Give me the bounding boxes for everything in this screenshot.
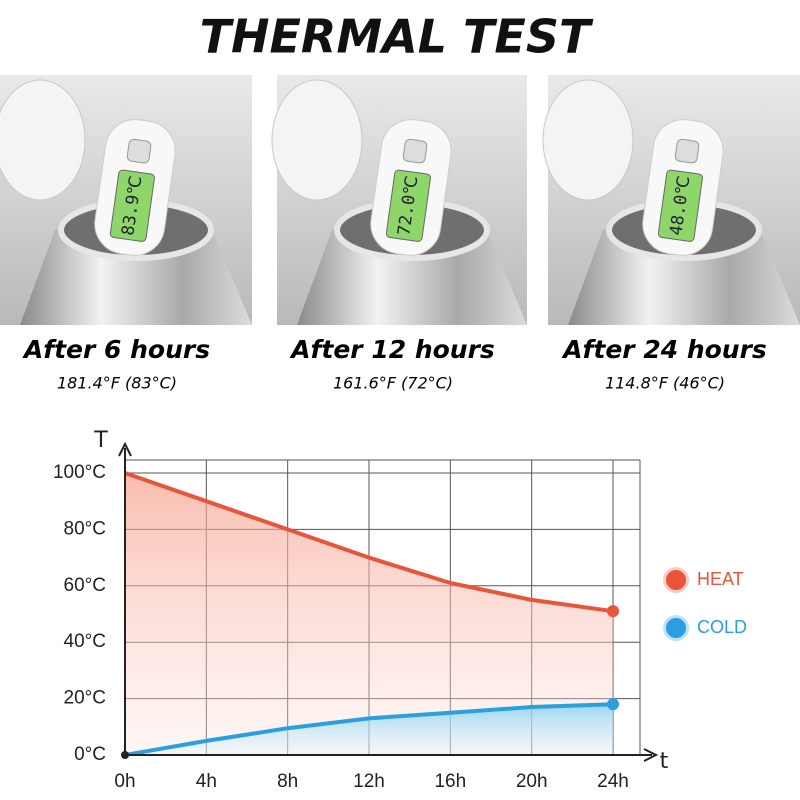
legend-label: COLD <box>697 617 747 637</box>
thermometer: 72.0℃ <box>370 119 452 256</box>
end-point <box>607 698 619 711</box>
photo: 48.0℃ After 24 hours 114.8°F (46°C) <box>542 75 800 393</box>
x-tick-label: 0h <box>114 771 135 792</box>
y-tick-label: 60°C <box>64 575 106 596</box>
y-tick-label: 40°C <box>64 631 106 652</box>
legend-marker <box>663 615 689 641</box>
caption: After 6 hours <box>22 335 210 364</box>
x-tick-label: 12h <box>353 771 385 792</box>
lid <box>271 79 363 201</box>
temperature: 114.8°F (46°C) <box>605 374 725 393</box>
lcd <box>385 169 431 242</box>
x-axis-label: t <box>660 749 669 774</box>
photo: 83.9℃ After 6 hours 181.4°F (83°C) <box>0 75 252 393</box>
series-area <box>125 473 613 755</box>
lid <box>0 79 86 201</box>
thermometer-button <box>402 138 428 164</box>
caption: After 12 hours <box>289 335 495 364</box>
series-area <box>125 704 613 755</box>
lcd <box>657 169 703 242</box>
thermometer: 83.9℃ <box>94 119 176 256</box>
end-point <box>607 605 619 618</box>
x-tick-label: 4h <box>196 771 217 792</box>
y-arrow <box>118 441 132 457</box>
legend-label: HEAT <box>697 569 744 589</box>
lid <box>542 79 634 201</box>
y-axis-label: T <box>93 428 108 453</box>
photo-panels: 83.9℃ After 6 hours 181.4°F (83°C) 72.0℃ Aft… <box>0 75 800 393</box>
lcd <box>109 169 155 242</box>
caption: After 24 hours <box>561 335 767 364</box>
y-tick-label: 100°C <box>53 462 106 483</box>
y-tick-label: 20°C <box>64 688 106 709</box>
page-title: THERMAL TEST <box>200 10 594 64</box>
temperature: 181.4°F (83°C) <box>57 374 177 393</box>
origin-dot <box>121 751 129 759</box>
temperature: 161.6°F (72°C) <box>333 374 453 393</box>
thermometer-button <box>674 138 700 164</box>
thermometer-button <box>126 138 152 164</box>
x-arrow <box>643 748 659 762</box>
x-tick-label: 8h <box>277 771 298 792</box>
chart: 0°C 20°C 40°C 60°C 80°C 100°C 0h 4h 8h 12h 16h 20h 2… <box>53 428 747 792</box>
photo: 72.0℃ After 12 hours 161.6°F (72°C) <box>271 75 527 393</box>
thermometer: 48.0℃ <box>642 119 724 256</box>
x-tick-label: 24h <box>597 771 629 792</box>
x-tick-label: 20h <box>516 771 548 792</box>
x-tick-label: 16h <box>434 771 466 792</box>
y-tick-label: 80°C <box>64 518 106 539</box>
series-line <box>124 471 614 614</box>
series-line <box>124 702 614 757</box>
y-tick-label: 0°C <box>74 744 106 765</box>
legend-marker <box>663 567 689 593</box>
